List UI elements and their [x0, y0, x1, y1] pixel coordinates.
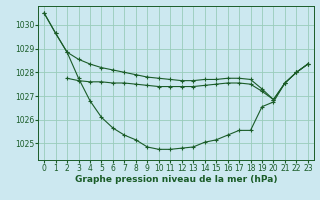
X-axis label: Graphe pression niveau de la mer (hPa): Graphe pression niveau de la mer (hPa) — [75, 175, 277, 184]
